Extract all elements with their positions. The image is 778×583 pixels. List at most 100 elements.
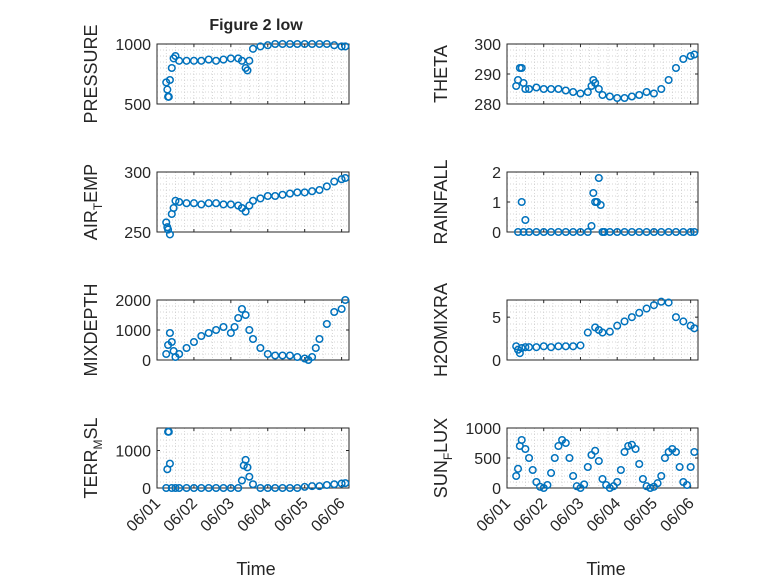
axes-box — [506, 299, 699, 361]
data-point — [521, 215, 530, 225]
data-point — [219, 200, 228, 209]
data-point — [278, 351, 287, 360]
data-point — [311, 343, 320, 353]
data-point — [583, 462, 592, 472]
data-point — [241, 207, 250, 216]
data-point — [653, 479, 662, 488]
data-point — [212, 483, 221, 493]
data-point — [600, 227, 609, 237]
data-point — [175, 349, 184, 359]
data-point — [554, 84, 563, 94]
data-point — [182, 199, 191, 208]
data-point — [245, 56, 254, 65]
y-tick-label: 5 — [492, 310, 501, 327]
data-point — [219, 322, 228, 332]
data-point — [219, 483, 228, 493]
panel-rainfall: 0 1 2 RAINFALL — [431, 159, 699, 245]
data-point — [613, 321, 622, 330]
data-point — [543, 480, 552, 490]
data-point — [300, 39, 309, 49]
x-tick-label: 06/01 — [474, 495, 514, 535]
y-tick-label: 0 — [492, 353, 501, 370]
data-point — [165, 230, 174, 239]
data-point — [569, 471, 578, 481]
y-tick-label: 300 — [124, 165, 151, 182]
data-point — [565, 453, 574, 463]
data-point — [308, 39, 317, 49]
data-point — [293, 39, 302, 49]
data-point — [263, 191, 272, 201]
data-point — [521, 84, 530, 94]
data-point — [167, 337, 176, 347]
data-point — [163, 85, 172, 94]
data-point — [248, 480, 258, 489]
data-point — [517, 197, 526, 207]
data-point — [528, 465, 537, 475]
data-point — [598, 474, 607, 484]
y-tick-label: 0 — [142, 481, 151, 498]
data-point — [517, 435, 526, 445]
data-point — [243, 463, 252, 472]
y-axis-label: H2OMIXRA — [431, 283, 451, 377]
data-point — [175, 56, 184, 65]
data-point — [278, 190, 287, 199]
data-point — [620, 93, 629, 103]
data-point — [587, 450, 596, 460]
data-point — [285, 189, 294, 198]
data-point — [278, 39, 287, 49]
y-axis-label: MIXDEPTH — [81, 283, 101, 376]
data-point — [162, 483, 171, 493]
y-tick-label: 0 — [492, 481, 501, 498]
data-point — [679, 54, 688, 64]
data-point — [271, 351, 280, 360]
panel-pressure: 500 1000 PRESSURE — [81, 24, 350, 124]
panel-terr-msl: 0 1000 TERRMSL 06/0106/0206/0306/0406/0506/… — [81, 417, 350, 535]
data-point — [664, 298, 673, 307]
data-point — [532, 83, 541, 92]
data-point — [182, 343, 191, 353]
data-point — [583, 87, 592, 97]
data-point — [293, 483, 302, 493]
data-point — [646, 483, 655, 493]
data-point — [182, 56, 191, 65]
data-point — [675, 462, 684, 472]
data-point — [197, 483, 206, 493]
data-point — [521, 343, 530, 352]
data-point — [226, 54, 235, 63]
data-point — [248, 334, 258, 344]
data-point — [300, 354, 309, 363]
data-point — [243, 66, 252, 75]
data-point — [322, 319, 331, 329]
data-point — [285, 39, 294, 49]
data-point — [164, 225, 173, 234]
data-point — [189, 337, 198, 347]
data-point — [576, 341, 585, 350]
data-point — [657, 471, 666, 481]
y-tick-label: 2000 — [115, 293, 151, 310]
x-tick-label: 06/02 — [161, 495, 201, 535]
panel-mixdepth: 0 1000 2000 MIXDEPTH — [81, 283, 350, 377]
data-point — [322, 480, 331, 490]
y-tick-label: 2 — [492, 165, 501, 182]
data-point — [635, 308, 644, 317]
data-point — [561, 342, 570, 351]
data-point — [532, 343, 541, 352]
data-point — [226, 200, 235, 209]
data-point — [587, 221, 596, 231]
data-point — [248, 196, 258, 205]
data-point — [293, 188, 302, 197]
data-point — [164, 92, 173, 101]
data-point — [212, 199, 221, 208]
data-point — [627, 92, 636, 101]
data-point — [690, 324, 699, 333]
data-point — [293, 352, 302, 362]
data-point — [547, 468, 556, 478]
data-point — [524, 453, 534, 463]
data-point — [263, 41, 272, 50]
figure-title: Figure 2 low — [209, 17, 303, 34]
data-point — [241, 310, 250, 320]
data-point — [550, 453, 559, 463]
data-point — [513, 464, 523, 473]
x-tick-label: 06/03 — [547, 495, 587, 535]
data-point — [337, 304, 346, 314]
